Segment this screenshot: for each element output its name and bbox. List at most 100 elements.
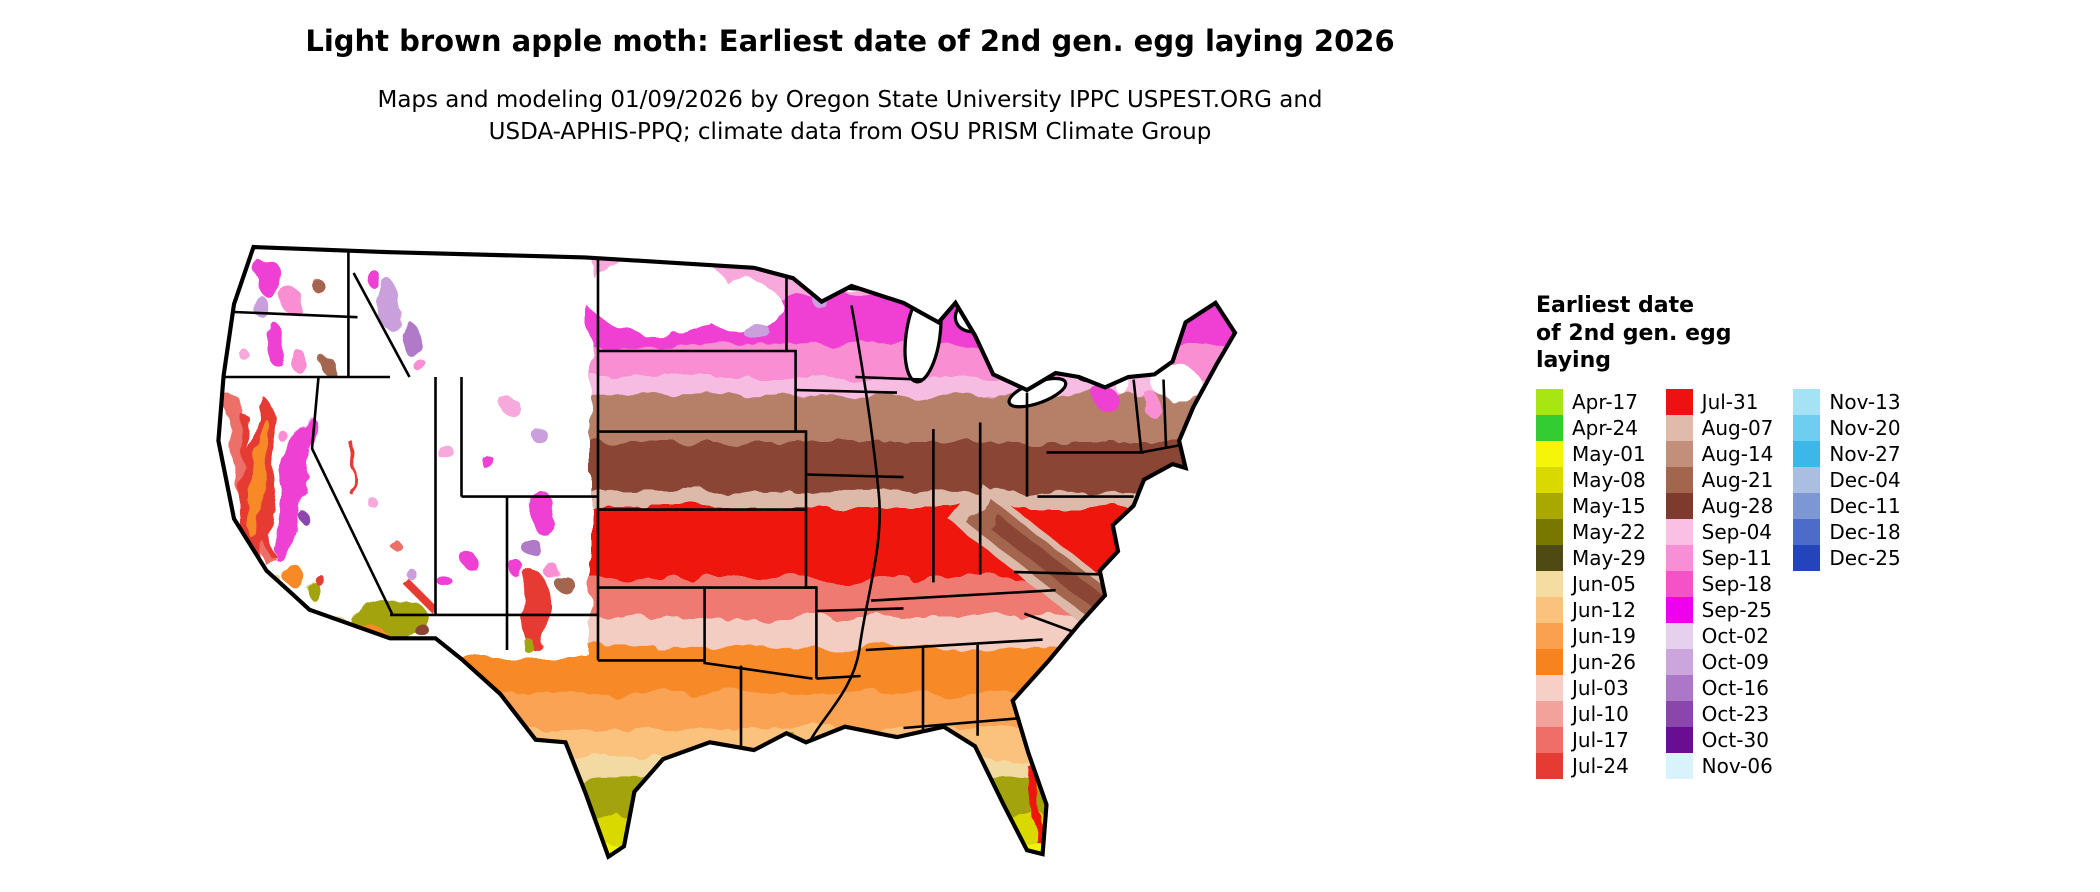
legend-entry: Dec-25 [1793,544,1901,571]
legend-entry: Jun-12 [1536,596,1646,623]
legend-swatch [1793,414,1821,441]
legend-swatch [1793,388,1821,415]
legend-entry: May-15 [1536,492,1646,519]
legend-label: Nov-06 [1701,753,1773,778]
legend-column-2: Jul-31 Aug-07 Aug-14 Aug-21 Aug-28 Sep-04 Sep-… [1665,388,1774,779]
legend-entry: Nov-20 [1793,414,1901,441]
legend-entry: May-01 [1536,440,1646,467]
legend-label: May-29 [1572,545,1646,570]
legend-swatch [1536,622,1563,649]
legend-entry: Nov-06 [1665,752,1774,779]
legend-label: Aug-14 [1701,441,1774,466]
legend-entry: Sep-04 [1665,518,1774,545]
legend-label: Oct-23 [1701,701,1769,726]
legend-swatch [1665,700,1693,727]
legend-swatch [1536,492,1563,519]
legend-swatch [1793,518,1821,545]
legend-label: Jun-12 [1572,597,1636,622]
legend-swatch [1536,388,1563,415]
legend-swatch [1665,648,1693,675]
legend-swatch [1536,752,1563,779]
legend-swatch [1793,544,1821,571]
legend-swatch [1536,414,1563,441]
legend-column-1: Apr-17 Apr-24 May-01 May-08 May-15 May-22 May-… [1536,388,1646,779]
legend-label: Dec-18 [1829,519,1901,544]
legend-label: May-15 [1572,493,1646,518]
legend-entry: Jun-19 [1536,622,1646,649]
legend-entry: Nov-13 [1793,388,1901,415]
subtitle-line-2: USDA-APHIS-PPQ; climate data from OSU PR… [488,119,1212,146]
legend-label: Sep-18 [1701,571,1773,596]
legend-title-line-1: Earliest date [1536,293,1695,318]
legend-label: Jun-26 [1572,649,1636,674]
legend-entry: Jul-10 [1536,700,1646,727]
legend-swatch [1536,440,1563,467]
legend-label: Sep-04 [1701,519,1773,544]
legend-entry: Aug-21 [1665,466,1774,493]
legend-swatch [1665,570,1693,597]
legend-swatch [1665,492,1693,519]
legend-entry: Oct-16 [1665,674,1774,701]
legend-label: Oct-09 [1701,649,1769,674]
legend-entry: Aug-07 [1665,414,1773,441]
legend-label: Jun-19 [1572,623,1636,648]
legend-label: Oct-02 [1701,623,1769,648]
legend-label: Dec-11 [1829,493,1901,518]
legend-label: Apr-17 [1572,389,1638,414]
legend-swatch [1793,492,1821,519]
legend-entry: May-22 [1536,518,1646,545]
legend-entry: Nov-27 [1793,440,1901,467]
legend-label: Jun-05 [1572,571,1636,596]
legend-label: Jul-17 [1572,727,1629,752]
legend-swatch [1536,700,1563,727]
legend-entry: Sep-25 [1665,596,1774,623]
legend-swatch [1536,544,1563,571]
legend-label: Jul-10 [1572,701,1629,726]
legend-label: Sep-11 [1701,545,1773,570]
legend-label: Jul-24 [1572,753,1629,778]
legend-entry: Jun-05 [1536,570,1646,597]
legend-entry: Sep-18 [1665,570,1774,597]
legend-entry: Jun-26 [1536,648,1646,675]
legend-column-3: Nov-13 Nov-20 Nov-27 Dec-04 Dec-11 Dec-18 Dec-… [1793,388,1901,571]
legend-label: Oct-30 [1701,727,1769,752]
legend-entry: May-29 [1536,544,1646,571]
legend-swatch [1536,726,1563,753]
us-choropleth-map [195,182,1495,884]
legend-entry: Oct-09 [1665,648,1774,675]
legend-entry: Dec-11 [1793,492,1901,519]
legend-title-line-2: of 2nd gen. egg [1536,320,1732,346]
legend-swatch [1665,440,1693,467]
legend-swatch [1536,518,1563,545]
legend-entry: Aug-28 [1665,492,1774,519]
legend-entry: Oct-02 [1665,622,1774,649]
legend-label: Aug-28 [1701,493,1774,518]
legend-swatch [1536,570,1563,597]
legend-entry: Sep-11 [1665,544,1774,571]
legend-swatch [1665,726,1693,753]
legend-swatch [1536,648,1563,675]
legend-label: Aug-21 [1701,467,1774,492]
legend-swatch [1665,596,1693,623]
legend-label: Jul-31 [1701,389,1759,414]
legend-label: May-22 [1572,519,1646,544]
state-borders [218,249,1184,752]
legend-label: Dec-25 [1829,545,1901,570]
us-outline [216,244,1238,860]
legend-swatch [1665,752,1693,779]
legend-swatch [1665,388,1693,415]
legend: Earliest date of 2nd gen. egg laying Apr… [1536,292,1901,779]
legend-swatch [1665,622,1693,649]
legend-entry: Jul-03 [1536,674,1646,701]
legend-label: Dec-04 [1829,467,1901,492]
legend-swatch [1793,466,1821,493]
legend-swatch [1536,466,1563,493]
legend-entry: Jul-31 [1665,388,1774,415]
legend-swatch [1665,414,1693,441]
legend-entry: Jul-24 [1536,752,1646,779]
subtitle-line-1: Maps and modeling 01/09/2026 by Oregon S… [377,87,1323,113]
legend-entry: Oct-30 [1665,726,1774,753]
legend-entry: Apr-24 [1536,414,1646,441]
legend-label: Sep-25 [1701,597,1773,622]
legend-columns: Apr-17 Apr-24 May-01 May-08 May-15 May-22 May-… [1536,388,1901,779]
